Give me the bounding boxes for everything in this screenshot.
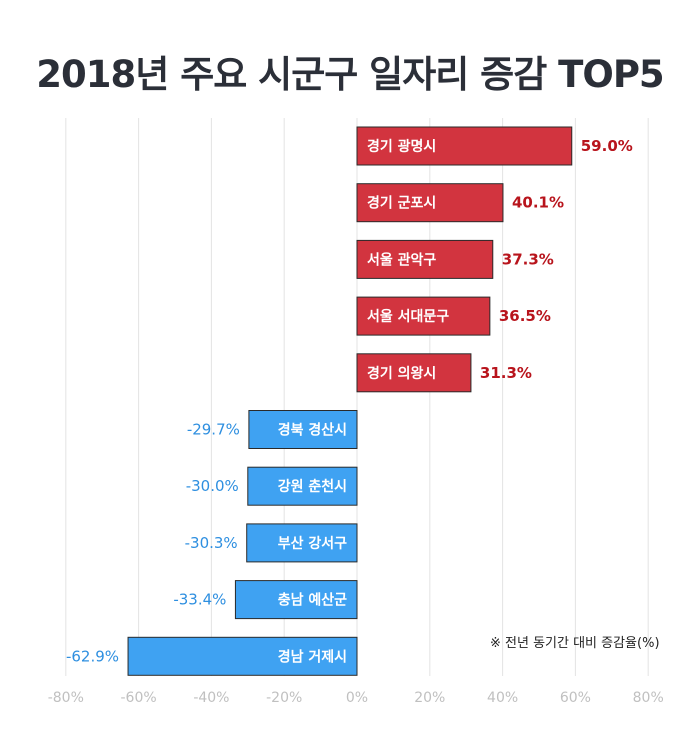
bar-positive [356,126,573,166]
bar-category-label: 충남 예산군 [278,592,347,609]
x-tick-label: -60% [121,690,157,706]
bar-value-label: -30.3% [185,534,238,552]
bar-group: 경북 경산시 -29.7% [187,410,358,449]
x-tick-label: 0% [346,690,368,706]
bar-group: 경남 거제시 -62.9% [66,636,358,676]
bar-category-label: 경북 경산시 [278,422,347,439]
bar-value-label: -62.9% [66,647,119,665]
bar-positive [356,296,491,336]
x-tick-label: -80% [48,690,84,706]
bar-category-label: 경기 광명시 [367,138,436,155]
bar-category-label: 부산 강서구 [278,535,347,552]
bar-value-label: -30.0% [186,477,239,495]
bar-group: 서울 서대문구 36.5% [356,296,551,336]
bar-value-label: 31.3% [480,364,532,382]
bar-group: 충남 예산군 -33.4% [173,580,358,620]
x-tick-label: -20% [266,690,302,706]
bar-category-label: 경기 군포시 [367,195,436,212]
bar-category-label: 경기 의왕시 [367,365,436,382]
bar-category-label: 서울 관악구 [367,251,436,268]
bar-group: 강원 춘천시 -30.0% [186,466,358,506]
bar-group: 서울 관악구 37.3% [356,239,554,279]
bar-category-label: 경남 거제시 [278,648,347,665]
bar-category-label: 서울 서대문구 [367,308,449,325]
bar-value-label: 36.5% [499,307,551,325]
bar-group: 경기 의왕시 31.3% [356,353,532,393]
x-axis-ticks: -80% -60% -40% -20% 0% 20% 40% 60% 80% [48,690,664,706]
x-tick-label: 80% [633,690,664,706]
bar-negative [246,523,358,563]
chart-note: ※ 전년 동기간 대비 증감율(%) [490,636,660,651]
bar-negative [234,580,358,620]
bar-negative [247,466,358,506]
x-tick-label: -40% [193,690,229,706]
bar-positive [356,239,494,279]
bar-category-label: 강원 춘천시 [278,478,347,495]
bar-group: 경기 군포시 40.1% [356,183,564,223]
bar-positive [356,183,504,223]
bar-value-label: 40.1% [512,194,564,212]
bar-group: 부산 강서구 -30.3% [185,523,358,563]
x-tick-label: 60% [560,690,591,706]
bar-value-label: 37.3% [502,250,554,268]
bar-negative [248,410,358,449]
chart-title: 2018년 주요 시군구 일자리 증감 TOP5 [36,53,664,96]
bars: 경기 광명시 59.0% 경기 군포시 40.1% 서울 관악구 37.3% 서울 서대문구… [66,126,633,676]
bar-value-label: -33.4% [173,591,226,609]
grid-lines [65,118,649,676]
bar-value-label: -29.7% [187,421,240,439]
x-tick-label: 40% [487,690,518,706]
bar-value-label: 59.0% [581,137,633,155]
bar-positive [356,353,472,393]
bar-negative [127,636,358,676]
bar-group: 경기 광명시 59.0% [356,126,633,166]
x-tick-label: 20% [414,690,445,706]
